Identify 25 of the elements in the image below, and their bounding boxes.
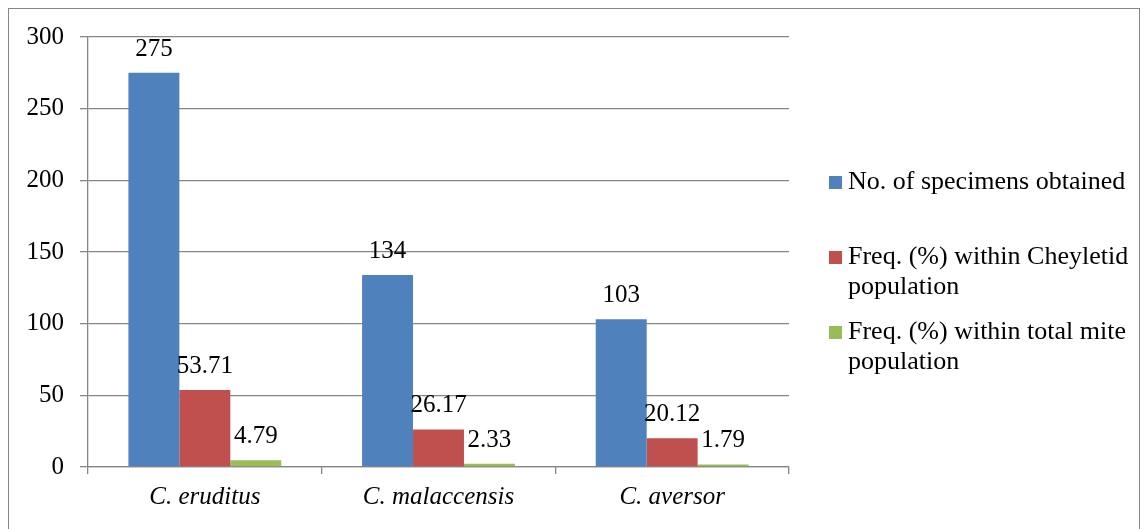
legend-label: Freq. (%) within total mite population: [848, 316, 1127, 376]
data-label: 103: [602, 280, 640, 308]
data-label: 275: [135, 33, 173, 61]
bar: [179, 390, 231, 467]
y-tick-label: 50: [39, 379, 64, 407]
y-tick-label: 250: [26, 93, 64, 121]
data-label: 4.79: [233, 421, 278, 449]
bar: [413, 429, 464, 467]
data-label: 1.79: [701, 425, 745, 453]
bar: [230, 460, 282, 467]
x-tick-label: C. malaccensis: [362, 481, 515, 509]
x-tick-label: C. aversor: [619, 481, 726, 509]
y-tick-label: 0: [51, 451, 64, 479]
legend-label: No. of specimens obtained: [848, 166, 1126, 196]
legend-label: Freq. (%) within Cheyletid population: [848, 241, 1129, 301]
y-tick-label: 100: [26, 308, 64, 336]
bar: [128, 72, 180, 467]
data-label: 134: [368, 235, 407, 263]
x-tick-label: C. eruditus: [149, 481, 261, 509]
y-tick-label: 300: [26, 21, 64, 49]
bar: [646, 438, 698, 467]
y-tick-label: 150: [26, 236, 64, 264]
y-tick-label: 200: [26, 164, 64, 192]
data-label: 2.33: [467, 424, 512, 452]
bar: [595, 319, 647, 467]
